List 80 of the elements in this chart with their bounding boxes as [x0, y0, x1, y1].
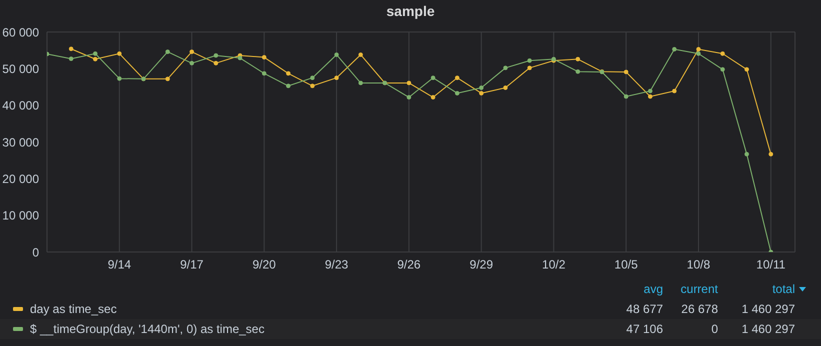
- point: [430, 76, 436, 80]
- point: [406, 80, 412, 86]
- y-tick-label: 30 000: [2, 135, 40, 150]
- chart-title: sample: [385, 3, 436, 19]
- point: [648, 94, 652, 99]
- point: [358, 80, 363, 86]
- point: [648, 88, 652, 94]
- text: total: [772, 282, 795, 296]
- y-tick-label: 0: [32, 245, 40, 260]
- x-tick-label: 10/11: [756, 258, 786, 272]
- point: [672, 46, 677, 52]
- text: 1 460 297: [742, 322, 795, 336]
- point: [454, 90, 460, 96]
- point: [672, 88, 677, 94]
- point: [527, 58, 532, 63]
- point: [479, 90, 484, 96]
- point: [358, 52, 363, 57]
- text: 1 460 297: [742, 302, 795, 316]
- point: [262, 71, 266, 76]
- point: [334, 52, 339, 57]
- text: 0: [711, 322, 718, 336]
- point: [93, 51, 98, 56]
- point: [503, 85, 508, 90]
- text: avg: [644, 282, 663, 296]
- point: [430, 95, 436, 100]
- x-tick-label: 9/26: [397, 258, 421, 272]
- point: [165, 76, 170, 82]
- point: [624, 70, 628, 74]
- point: [238, 56, 242, 60]
- point: [214, 53, 218, 58]
- point: [503, 66, 508, 70]
- x-tick-label: 9/20: [252, 258, 276, 272]
- point: [286, 84, 291, 88]
- point: [744, 67, 749, 72]
- text: 48 677: [626, 302, 663, 316]
- point: [68, 56, 74, 62]
- point: [406, 95, 412, 100]
- y-tick-label: 10 000: [2, 208, 40, 223]
- point: [190, 60, 194, 66]
- y-tick-label: 20 000: [2, 172, 40, 186]
- point: [576, 69, 580, 74]
- text: 47 106: [626, 322, 663, 336]
- point: [624, 94, 628, 99]
- point: [334, 76, 339, 80]
- x-tick-label: 10/5: [614, 258, 638, 272]
- point: [214, 60, 218, 66]
- legend-label: day as time_sec: [30, 302, 117, 316]
- y-tick-label: 60 000: [2, 25, 40, 40]
- x-tick-label: 9/29: [470, 258, 494, 272]
- point: [696, 46, 701, 52]
- point: [576, 56, 580, 62]
- point: [68, 46, 74, 52]
- point: [310, 84, 315, 88]
- point: [117, 51, 122, 56]
- point: [190, 50, 194, 54]
- legend-label: $ __timeGroup(day, '1440m', 0) as time_sec: [30, 322, 264, 336]
- point: [454, 76, 460, 80]
- x-tick-label: 9/23: [324, 258, 349, 272]
- point: [744, 152, 749, 156]
- text: current: [680, 282, 718, 296]
- line-series: [47, 46, 774, 252]
- point: [93, 56, 98, 62]
- point: [310, 76, 315, 80]
- point: [479, 85, 484, 90]
- text: 26 678: [681, 302, 718, 316]
- y-tick-label: 40 000: [2, 98, 40, 113]
- point: [768, 152, 774, 156]
- point: [527, 66, 532, 70]
- x-tick-label: 10/8: [686, 258, 710, 272]
- point: [262, 55, 266, 60]
- x-tick-label: 10/2: [542, 258, 566, 272]
- point: [696, 51, 701, 56]
- point: [720, 51, 725, 56]
- point: [286, 71, 291, 76]
- point: [165, 50, 170, 54]
- x-tick-label: 9/14: [108, 258, 132, 272]
- y-tick-label: 50 000: [2, 62, 40, 76]
- point: [720, 67, 725, 72]
- x-tick-label: 9/17: [180, 258, 204, 272]
- point: [117, 76, 122, 81]
